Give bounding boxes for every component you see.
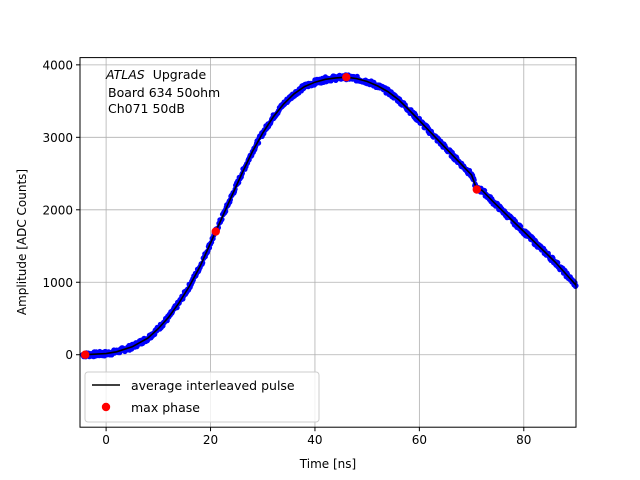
legend: average interleaved pulse max phase (84, 371, 320, 423)
x-axis-ticks: 0 20 40 60 80 (102, 427, 531, 447)
y-tick-label: 1000 (42, 276, 73, 290)
x-tick-label: 20 (203, 433, 218, 447)
x-tick-label: 80 (516, 433, 531, 447)
average-pulse-line (85, 76, 577, 356)
plot-frame (79, 57, 577, 428)
x-tick-label: 60 (412, 433, 427, 447)
y-tick-label: 3000 (42, 131, 73, 145)
annotation-line2: Board 634 50ohm (108, 85, 220, 100)
y-axis-label: Amplitude [ADC Counts] (15, 169, 29, 315)
annotation-line3: Ch071 50dB (108, 101, 185, 116)
legend-label-max-phase: max phase (131, 400, 200, 415)
max-phase-marker (472, 185, 481, 194)
svg-text:ATLAS Upgrade: ATLAS Upgrade (105, 67, 206, 82)
max-phase-markers (81, 72, 481, 359)
y-tick-label: 0 (65, 348, 73, 362)
grid-lines (80, 57, 576, 428)
annotation-experiment: ATLAS (105, 67, 145, 82)
legend-marker-swatch (101, 402, 111, 412)
x-tick-label: 40 (307, 433, 322, 447)
annotation-experiment-suffix: Upgrade (153, 67, 207, 82)
average-pulse-path (85, 76, 577, 356)
y-tick-label: 2000 (42, 203, 73, 217)
legend-label-average: average interleaved pulse (131, 378, 295, 393)
y-axis-ticks: 0 1000 2000 3000 4000 (42, 58, 80, 362)
y-tick-label: 4000 (42, 58, 73, 72)
annotation-text: ATLAS Upgrade Board 634 50ohm Ch071 50dB (105, 67, 220, 116)
x-tick-label: 0 (102, 433, 110, 447)
x-axis-label: Time [ns] (299, 457, 356, 471)
max-phase-marker (211, 227, 220, 236)
max-phase-marker (81, 350, 90, 359)
max-phase-marker (342, 72, 351, 82)
legend-box (84, 371, 320, 423)
